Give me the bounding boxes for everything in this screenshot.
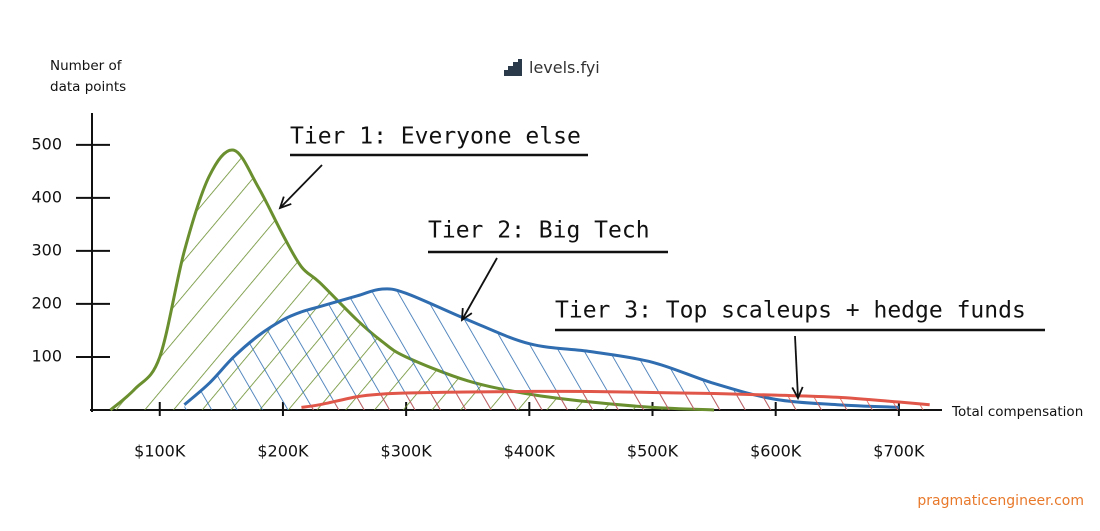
arrow-head — [460, 307, 473, 322]
series-annotation: Tier 3: Top scaleups + hedge funds — [555, 298, 1026, 324]
y-tick-label: 200 — [31, 293, 62, 312]
brand-icon — [504, 58, 522, 76]
arrow-head — [278, 196, 292, 210]
series-annotation: Tier 1: Everyone else — [290, 124, 581, 150]
series-line — [301, 389, 930, 409]
arrow-head — [791, 386, 804, 401]
annotation-arrow — [279, 164, 323, 209]
brand: levels.fyi — [503, 58, 600, 77]
annotation-arrow — [794, 335, 799, 399]
y-tick-label: 500 — [31, 134, 62, 153]
x-tick-label: $100K — [134, 442, 186, 461]
hatch-fill — [184, 288, 899, 410]
x-axis-title: Total compensation — [951, 404, 1083, 420]
y-axis-title: Number of data points — [50, 58, 127, 95]
series-line — [183, 287, 899, 409]
brand-text: levels.fyi — [529, 58, 600, 77]
series-annotation: Tier 2: Big Tech — [428, 218, 650, 244]
x-tick-label: $600K — [750, 442, 802, 461]
x-tick-label: $200K — [257, 442, 309, 461]
x-tick-label: $300K — [381, 442, 433, 461]
x-tick-label: $500K — [627, 442, 679, 461]
source: pragmaticengineer.com — [917, 493, 1084, 509]
x-tick-label: $700K — [873, 442, 925, 461]
y-tick-label: 100 — [31, 346, 62, 365]
x-tick-label: $400K — [504, 442, 556, 461]
y-tick-label: 400 — [31, 187, 62, 206]
y-tick-label: 300 — [31, 240, 62, 259]
annotation-arrow — [461, 257, 498, 321]
